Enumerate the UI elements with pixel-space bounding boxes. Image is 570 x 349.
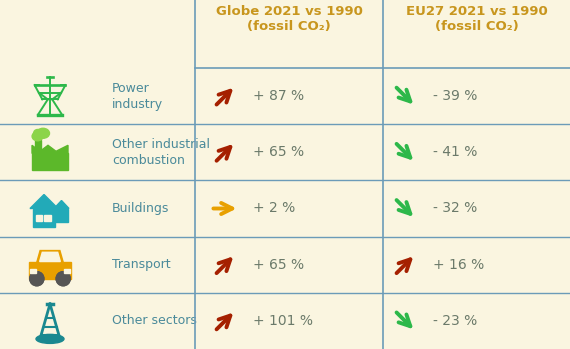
Text: + 65 %: + 65 % — [253, 258, 304, 272]
Bar — [30, 269, 36, 273]
Polygon shape — [54, 200, 69, 208]
Ellipse shape — [36, 128, 50, 138]
Text: + 87 %: + 87 % — [253, 89, 304, 103]
Text: Other industrial
combustion: Other industrial combustion — [112, 138, 210, 167]
Text: + 16 %: + 16 % — [433, 258, 484, 272]
Circle shape — [30, 272, 44, 286]
Polygon shape — [32, 153, 68, 170]
Text: Globe 2021 vs 1990
(fossil CO₂): Globe 2021 vs 1990 (fossil CO₂) — [215, 5, 363, 33]
Polygon shape — [30, 194, 58, 208]
Text: Buildings: Buildings — [112, 202, 169, 215]
Circle shape — [30, 272, 44, 286]
Text: + 2 %: + 2 % — [253, 201, 295, 215]
Text: - 39 %: - 39 % — [433, 89, 478, 103]
Bar — [35, 140, 40, 153]
Text: - 41 %: - 41 % — [433, 145, 478, 159]
Ellipse shape — [32, 132, 43, 141]
Circle shape — [56, 272, 70, 286]
Polygon shape — [40, 252, 60, 261]
Text: EU27 2021 vs 1990
(fossil CO₂): EU27 2021 vs 1990 (fossil CO₂) — [406, 5, 547, 33]
Bar — [35, 215, 42, 221]
Bar — [44, 215, 51, 221]
Polygon shape — [37, 251, 63, 262]
Text: - 32 %: - 32 % — [433, 201, 477, 215]
Bar — [33, 208, 55, 227]
Bar — [55, 208, 68, 222]
Text: - 23 %: - 23 % — [433, 314, 477, 328]
Text: + 101 %: + 101 % — [253, 314, 313, 328]
Text: Other sectors: Other sectors — [112, 314, 197, 327]
Text: + 65 %: + 65 % — [253, 145, 304, 159]
Ellipse shape — [36, 334, 64, 343]
Polygon shape — [32, 145, 68, 153]
Polygon shape — [29, 262, 71, 279]
Ellipse shape — [34, 129, 42, 137]
Text: Power
industry: Power industry — [112, 82, 163, 111]
Text: Transport: Transport — [112, 258, 170, 271]
Bar — [64, 269, 70, 273]
Circle shape — [56, 272, 70, 286]
